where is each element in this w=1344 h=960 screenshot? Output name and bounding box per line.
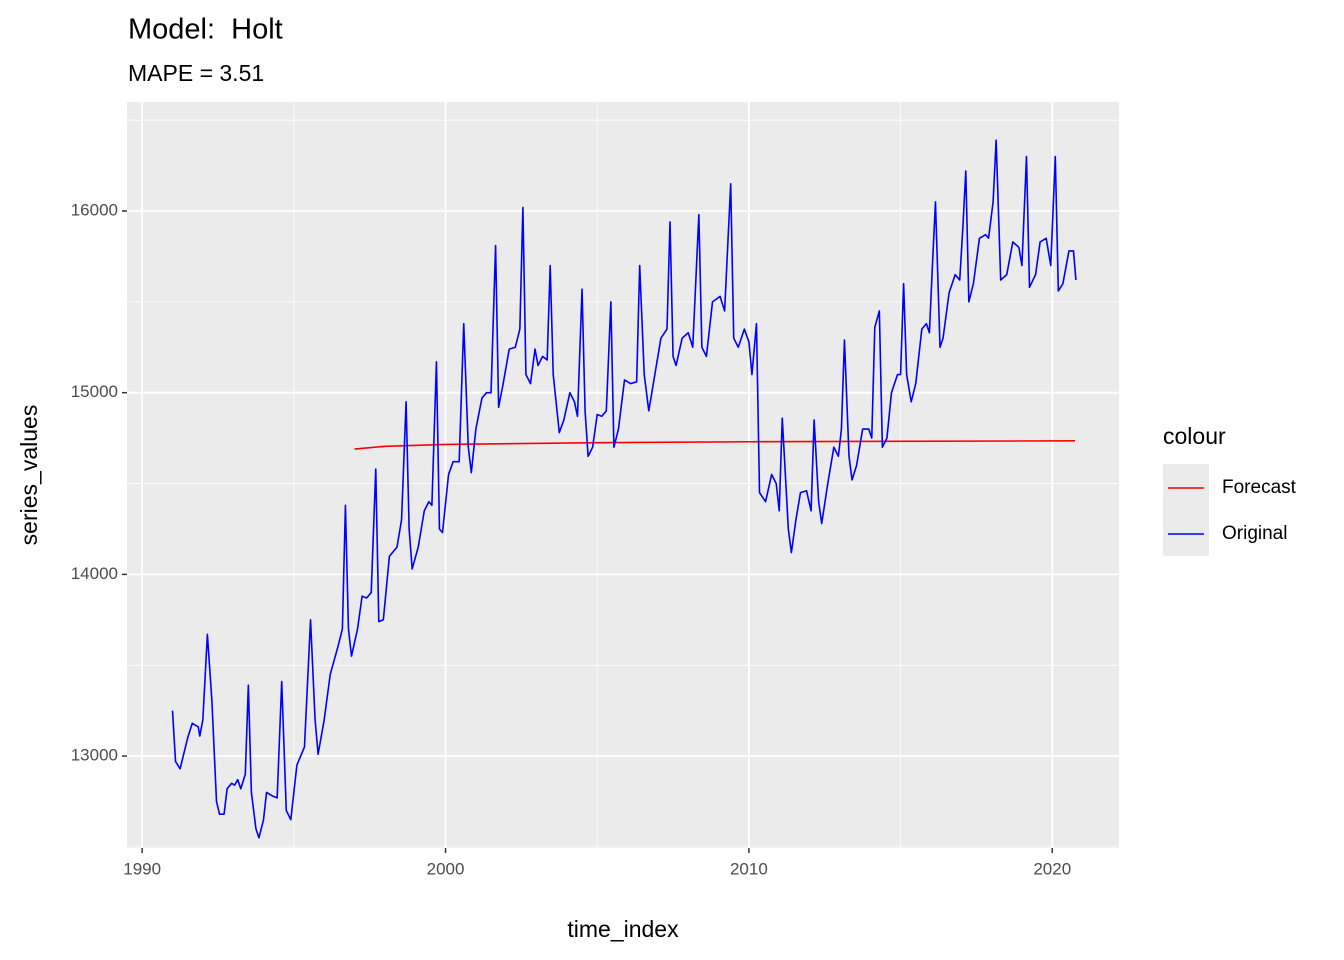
x-tick-label: 2020 [1033, 859, 1071, 878]
series-line [171, 139, 1077, 839]
plot-panel [127, 102, 1119, 848]
y-tick-label: 14000 [71, 564, 118, 583]
y-axis-title: series_values [16, 405, 42, 546]
y-tick-label: 15000 [71, 382, 118, 401]
x-axis-title: time_index [567, 916, 679, 942]
legend-label: Original [1222, 523, 1287, 544]
legend-key-background [1163, 464, 1209, 556]
legend-title: colour [1163, 423, 1226, 449]
y-tick-label: 16000 [71, 200, 118, 219]
chart-subtitle: MAPE = 3.51 [128, 60, 264, 86]
x-tick-label: 2000 [427, 859, 465, 878]
series-line [354, 440, 1076, 450]
legend-label: Forecast [1222, 477, 1297, 498]
x-tick-label: 2010 [730, 859, 768, 878]
chart-title: Model: Holt [128, 14, 283, 46]
x-tick-label: 1990 [123, 859, 161, 878]
y-tick-label: 13000 [71, 746, 118, 765]
